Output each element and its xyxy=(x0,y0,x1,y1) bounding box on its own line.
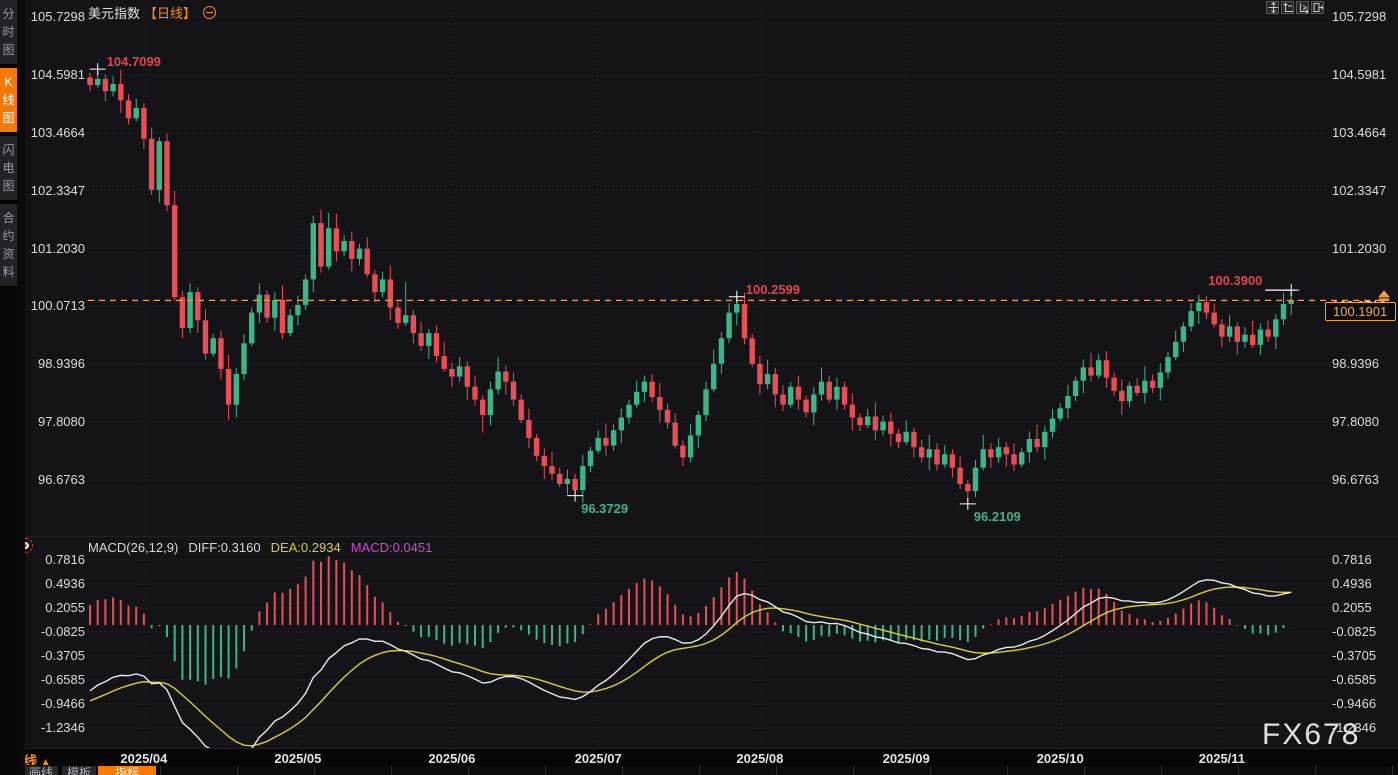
price-axis-label-left: 102.3347 xyxy=(30,182,85,198)
bottom-tab-2[interactable]: 模板 xyxy=(62,766,96,775)
price-axis-label-right: 96.6763 xyxy=(1332,472,1379,488)
shift-chart-icon xyxy=(1313,3,1323,12)
bottom-tab-empty[interactable] xyxy=(622,766,698,775)
macd-axis-label-right: 0.2055 xyxy=(1332,599,1372,615)
chart-title-bar: 美元指数 【日线】 xyxy=(88,3,217,22)
bottom-tab-empty[interactable] xyxy=(1392,766,1398,775)
high-price-annotation: 104.7099 xyxy=(106,54,161,70)
bottom-tab-empty[interactable] xyxy=(237,766,313,775)
y-axis-scale-icon xyxy=(1283,2,1293,12)
price-axis-label-left: 96.6763 xyxy=(38,472,85,488)
instrument-title: 美元指数 xyxy=(88,6,141,21)
date-axis-label: 2025/08 xyxy=(736,751,784,766)
macd-axis-label-right: -0.6585 xyxy=(1332,671,1377,687)
minus-circle-icon[interactable] xyxy=(203,6,217,19)
bottom-tab-empty[interactable] xyxy=(1315,766,1391,775)
macd-axis-label-right: -0.0825 xyxy=(1332,623,1377,639)
date-axis-label: 2025/04 xyxy=(120,751,168,766)
price-axis-label-left: 105.7298 xyxy=(30,9,85,24)
bottom-tab-empty[interactable] xyxy=(853,766,929,775)
date-axis-label: 2025/10 xyxy=(1036,751,1084,766)
macd-dea-value: DEA:0.2934 xyxy=(270,540,341,555)
chart-toolbar xyxy=(1266,1,1324,14)
macd-axis-label-left: 0.2055 xyxy=(45,599,85,615)
macd-axis-label-left: -0.9466 xyxy=(40,695,85,711)
price-axis-label-right: 103.4664 xyxy=(1332,124,1387,140)
bottom-tab-empty[interactable] xyxy=(776,766,852,775)
pan-icon-button[interactable] xyxy=(1266,1,1279,14)
price-axis-label-right: 104.5981 xyxy=(1332,66,1387,82)
macd-params-label: MACD(26,12,9) xyxy=(88,540,179,555)
price-axis-label-left: 104.5981 xyxy=(30,66,85,82)
period-tag: 【日线】 xyxy=(144,6,197,21)
macd-axis-label-left: -0.3705 xyxy=(40,647,85,663)
sidebar-item-4[interactable]: 合约资料 xyxy=(0,204,17,286)
bottom-tab-3[interactable]: 指标 xyxy=(98,766,156,775)
high-price-annotation: 100.3900 xyxy=(1208,273,1263,289)
macd-axis-label-left: -1.2346 xyxy=(40,719,85,735)
triangle-up-icon: ▲ xyxy=(40,757,51,768)
price-axis-label-right: 98.9396 xyxy=(1332,356,1379,372)
bottom-tab-empty[interactable] xyxy=(1007,766,1083,775)
macd-axis-label-right: -0.9466 xyxy=(1332,695,1377,711)
macd-axis-label-right: -0.3705 xyxy=(1332,647,1377,663)
bottom-tab-strip: 画线 模板 指标 xyxy=(0,765,1398,775)
price-axis-label-right: 101.2030 xyxy=(1332,240,1387,256)
date-axis-label: 2025/09 xyxy=(882,751,930,766)
macd-axis-label-left: 0.7816 xyxy=(45,551,85,567)
price-axis-label-right: 105.7298 xyxy=(1332,9,1387,24)
y-axis-scale-icon-button[interactable] xyxy=(1281,1,1294,14)
high-price-annotation: 100.2599 xyxy=(745,281,801,297)
bottom-tab-1[interactable]: 画线 xyxy=(24,766,58,775)
bottom-tab-empty[interactable] xyxy=(1238,766,1314,775)
macd-axis-label-right: 0.4936 xyxy=(1332,575,1372,591)
low-price-annotation: 96.2109 xyxy=(973,508,1021,524)
price-axis-label-left: 97.8080 xyxy=(38,414,85,430)
bottom-tab-empty[interactable] xyxy=(545,766,621,775)
date-axis-label: 2025/06 xyxy=(428,751,476,766)
sidebar-item-3[interactable]: 闪电图 xyxy=(0,136,17,200)
price-axis-label-left: 103.4664 xyxy=(30,124,85,140)
macd-hist-value: MACD:0.0451 xyxy=(350,540,433,555)
last-price-tag: 100.1901 xyxy=(1325,302,1396,321)
shift-chart-icon-button[interactable] xyxy=(1311,1,1324,14)
low-price-annotation: 96.3729 xyxy=(581,500,629,516)
price-axis-label-right: 97.8080 xyxy=(1332,414,1379,430)
bottom-tab-empty[interactable] xyxy=(391,766,467,775)
date-axis-label: 2025/07 xyxy=(574,751,622,766)
date-axis: 2025/04 2025/05 2025/06 2025/07 2025/08 2025/… xyxy=(24,748,1398,766)
macd-axis-label-left: 0.4936 xyxy=(45,575,85,591)
price-axis-label-left: 101.2030 xyxy=(30,240,85,256)
bottom-tab-empty[interactable] xyxy=(160,766,236,775)
x-axis-scale-icon-button[interactable] xyxy=(1296,1,1309,14)
price-axis-label-left: 100.0713 xyxy=(30,298,85,314)
panel-divider xyxy=(24,536,1398,537)
price-axis-label-right: 102.3347 xyxy=(1332,182,1387,198)
macd-axis-label-left: -0.6585 xyxy=(40,671,85,687)
macd-axis-label-right: -1.2346 xyxy=(1332,719,1377,735)
sidebar-item-1[interactable]: 分时图 xyxy=(0,0,17,64)
bottom-tab-empty[interactable] xyxy=(1161,766,1237,775)
macd-axis-label-left: -0.0825 xyxy=(40,623,85,639)
bottom-tab-empty[interactable] xyxy=(930,766,1006,775)
pan-icon xyxy=(1268,2,1278,13)
x-axis-scale-icon xyxy=(1300,3,1308,14)
macd-diff-value: DIFF:0.3160 xyxy=(188,540,261,555)
macd-indicator-header: MACD(26,12,9) DIFF:0.3160 DEA:0.2934 MACD:0… xyxy=(88,540,442,555)
bottom-tab-empty[interactable] xyxy=(314,766,390,775)
price-axis-label-left: 98.9396 xyxy=(38,356,85,372)
date-axis-label: 2025/05 xyxy=(274,751,322,766)
macd-axis-label-right: 0.7816 xyxy=(1332,551,1372,567)
bottom-tab-empty[interactable] xyxy=(468,766,544,775)
bottom-tab-empty[interactable] xyxy=(699,766,775,775)
bottom-tab-empty[interactable] xyxy=(1084,766,1160,775)
watermark: FX678 xyxy=(1262,718,1361,751)
sidebar-divider xyxy=(17,0,25,775)
date-axis-label: 2025/11 xyxy=(1198,751,1246,766)
